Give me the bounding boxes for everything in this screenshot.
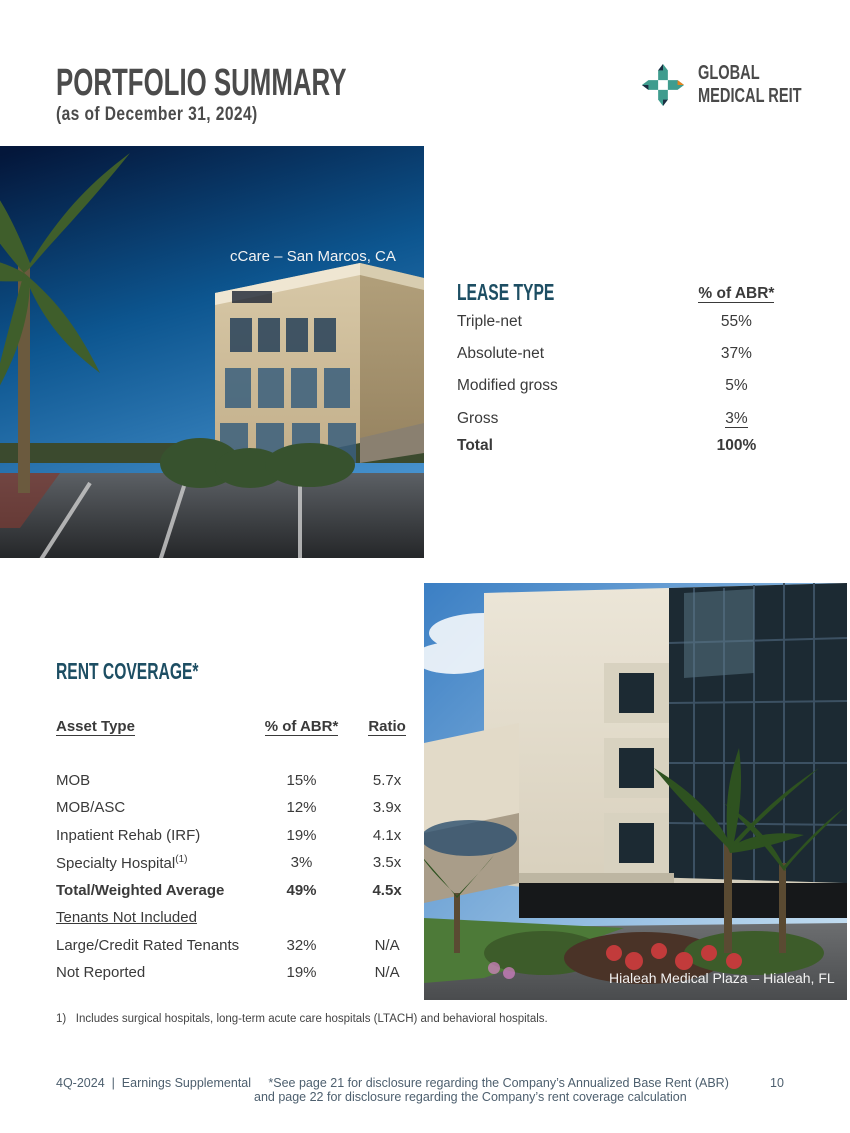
svg-text:Hialeah Medical Plaza – Hialea: Hialeah Medical Plaza – Hialeah, FL xyxy=(609,970,835,986)
svg-text:cCare – San Marcos, CA: cCare – San Marcos, CA xyxy=(230,248,396,265)
